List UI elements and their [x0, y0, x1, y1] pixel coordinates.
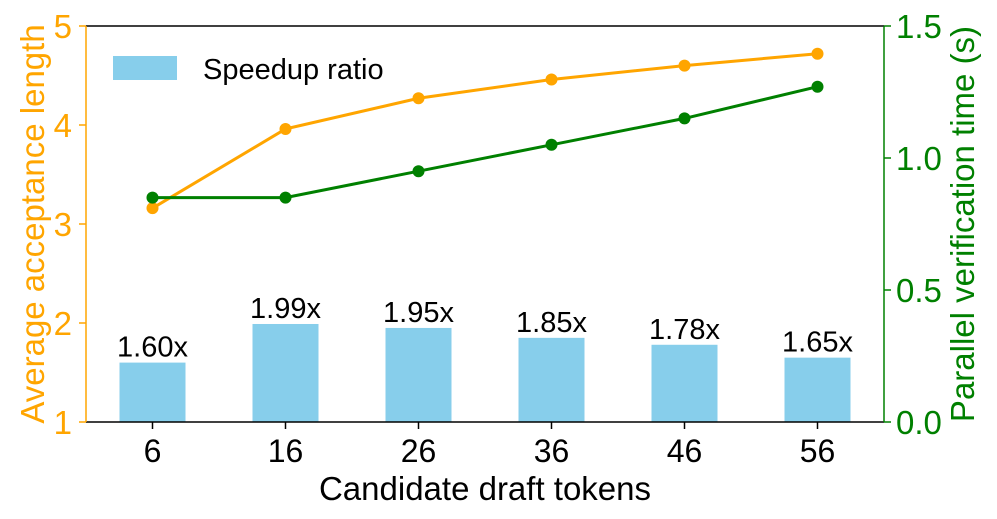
y-axis-right-label: Parallel verification time (s): [944, 26, 981, 422]
bars-layer: 1.60x 1.99x 1.95x 1.85x 1.78x 1.65x: [117, 293, 853, 422]
bar-26: [385, 327, 452, 422]
x-tick-label: 26: [401, 433, 437, 469]
bar-16: [252, 323, 319, 422]
legend-swatch-speedup: [113, 56, 177, 80]
x-tick-label: 56: [800, 433, 836, 469]
series-2-point: [279, 191, 292, 204]
series-1-point: [811, 47, 824, 60]
y-left-tick-label: 4: [54, 107, 72, 144]
bar-56: [784, 357, 851, 422]
series-1-point: [279, 122, 292, 135]
y-right-tick-label: 1.0: [896, 140, 942, 177]
legend: Speedup ratio: [113, 54, 384, 86]
x-tick-label: 36: [534, 433, 570, 469]
bar-36: [518, 337, 585, 422]
y-left-tick-label: 5: [54, 8, 72, 45]
series-line-1: [151, 52, 818, 210]
x-tick-label: 6: [144, 433, 162, 469]
bar-value-label: 1.95x: [383, 297, 454, 329]
series-2-point: [678, 112, 691, 125]
series-line-2: [152, 85, 818, 200]
series-1-point: [146, 202, 159, 215]
bar-46: [651, 344, 718, 422]
y-left-tick-label: 1: [54, 404, 72, 441]
y-right-tick-label: 0.5: [896, 272, 942, 309]
y-left-tick-label: 3: [54, 206, 72, 243]
y-right-tick-label: 1.5: [896, 8, 942, 45]
y-axis-left-label: Average acceptance length: [14, 24, 51, 423]
series-1-point: [412, 92, 425, 105]
x-tick-label: 16: [268, 433, 304, 469]
series-1-point: [678, 59, 691, 72]
series-2-point: [146, 191, 159, 204]
x-tick-label: 46: [667, 433, 703, 469]
series-1-point: [545, 73, 558, 86]
ticks-layer: 6 16 26 36 46 56 1 2 3 4 5 0.0 0.5 1.0 1.5: [54, 8, 942, 469]
bar-6: [119, 362, 186, 422]
bar-value-label: 1.78x: [649, 314, 720, 346]
series-2-point: [412, 165, 425, 178]
y-right-tick-label: 0.0: [896, 404, 942, 441]
series-2-point: [545, 138, 558, 151]
bar-value-label: 1.99x: [250, 293, 321, 325]
bar-value-label: 1.65x: [782, 327, 853, 359]
x-axis-label: Candidate draft tokens: [319, 470, 651, 507]
y-left-tick-label: 2: [54, 305, 72, 342]
lines-layer: [146, 47, 824, 215]
series-2-point: [811, 80, 824, 93]
bar-value-label: 1.60x: [117, 332, 188, 364]
bar-value-label: 1.85x: [516, 307, 587, 339]
legend-label-speedup: Speedup ratio: [203, 54, 384, 86]
